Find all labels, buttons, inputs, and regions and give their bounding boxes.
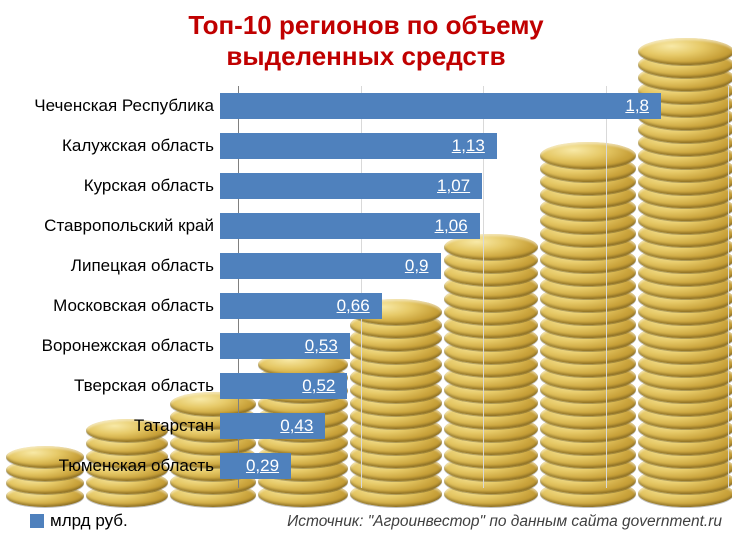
bar-row: Чеченская Республика 1,8 [24,86,708,126]
bar [220,93,661,119]
bar-value-label: 1,07 [437,173,482,199]
bar-value-label: 0,52 [302,373,347,399]
bar-value-label: 0,66 [337,293,382,319]
bar-row: Тверская область 0,52 [24,366,708,406]
bar-value-label: 1,06 [435,213,480,239]
bar-row: Воронежская область 0,53 [24,326,708,366]
category-label: Курская область [24,176,220,196]
category-label: Московская область [24,296,220,316]
bar-value-label: 0,53 [305,333,350,359]
bar-value-label: 0,29 [246,453,291,479]
bar-row: Татарстан 0,43 [24,406,708,446]
bar-value-label: 1,8 [625,93,661,119]
bar-value-label: 1,13 [452,133,497,159]
bar-row: Курская область 1,07 [24,166,708,206]
source-attribution: Источник: "Агроинвестор" по данным сайта… [287,513,722,531]
bar-value-label: 0,43 [280,413,325,439]
legend: млрд руб. [30,511,128,531]
legend-swatch [30,514,44,528]
category-label: Воронежская область [24,336,220,356]
category-label: Чеченская Республика [24,96,220,116]
category-label: Липецкая область [24,256,220,276]
bar-row: Тюменская область 0,29 [24,446,708,486]
bar-row: Липецкая область 0,9 [24,246,708,286]
category-label: Тюменская область [24,456,220,476]
legend-label: млрд руб. [50,511,128,531]
bar-row: Калужская область 1,13 [24,126,708,166]
bar-row: Московская область 0,66 [24,286,708,326]
category-label: Татарстан [24,416,220,436]
category-label: Ставропольский край [24,216,220,236]
bar-chart: Чеченская Республика 1,8 Калужская область… [24,86,708,488]
chart-title: Топ-10 регионов по объему выделенных сре… [0,10,732,72]
title-line-2: выделенных средств [0,41,732,72]
category-label: Калужская область [24,136,220,156]
category-label: Тверская область [24,376,220,396]
title-line-1: Топ-10 регионов по объему [0,10,732,41]
bar-value-label: 0,9 [405,253,441,279]
bar-row: Ставропольский край 1,06 [24,206,708,246]
